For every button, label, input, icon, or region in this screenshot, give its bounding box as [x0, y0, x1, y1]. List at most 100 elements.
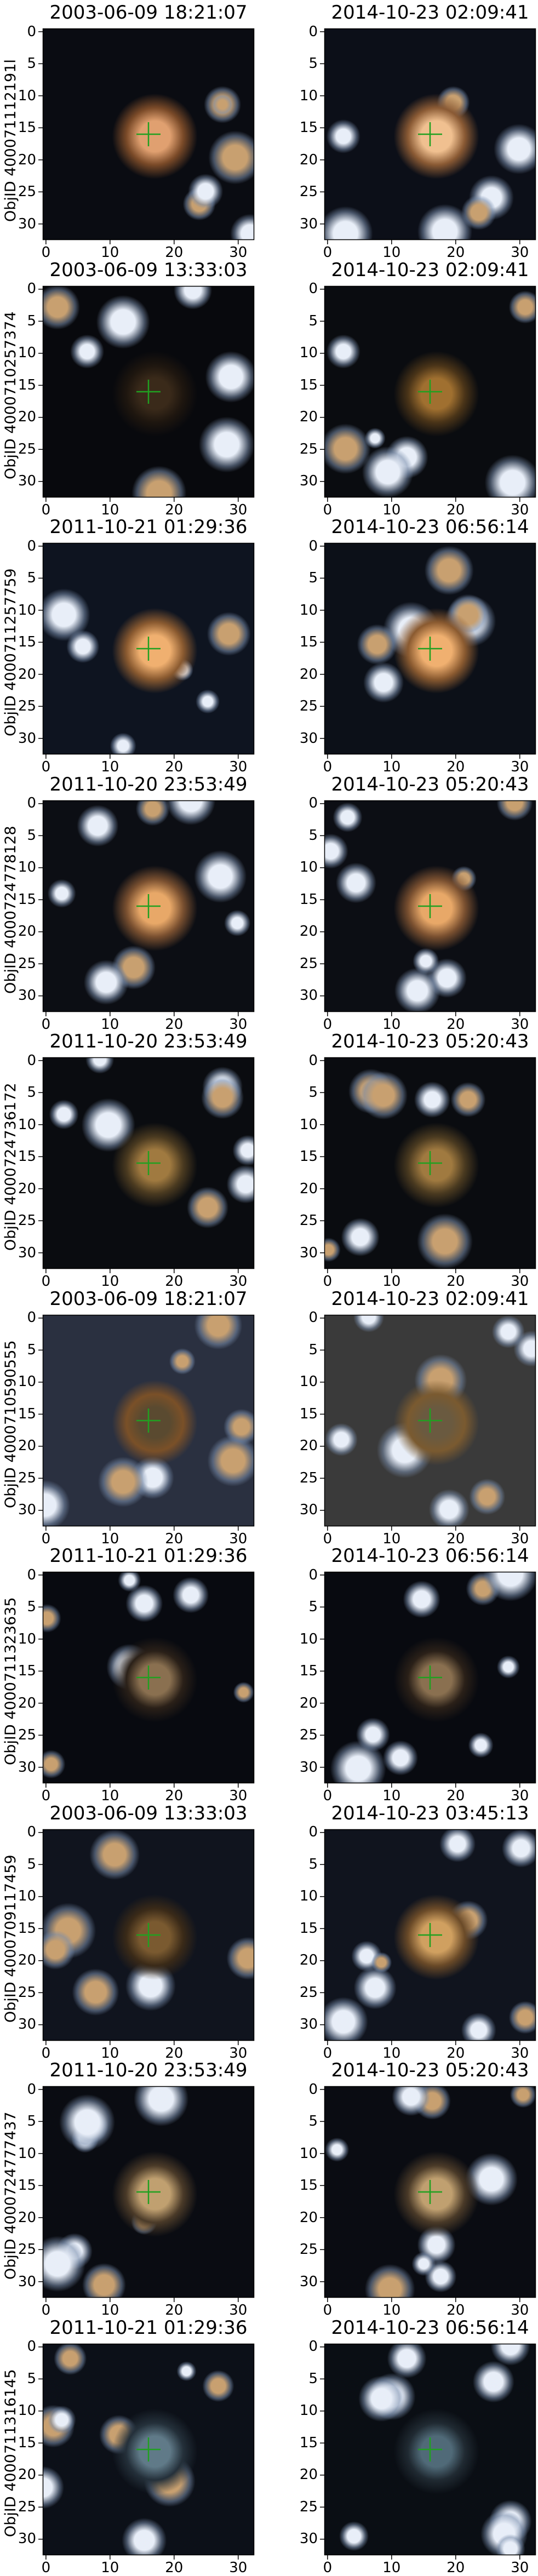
panel-title: 2014-10-23 05:20:43 [331, 773, 529, 795]
panel-frame [320, 28, 536, 244]
cutout-image [43, 1572, 254, 1783]
y-tick-label: 5 [308, 55, 318, 72]
x-tick-label: 20 [165, 1530, 184, 1547]
x-tick-label: 10 [101, 244, 119, 261]
y-tick-label: 10 [299, 1630, 318, 1647]
y-tick-label: 30 [18, 473, 36, 490]
y-tick-label: 25 [18, 440, 36, 457]
y-tick-label: 30 [18, 215, 36, 232]
x-tick-label: 0 [323, 2045, 333, 2062]
y-tick-label: 5 [308, 2370, 318, 2387]
y-tick-label: 30 [18, 2016, 36, 2033]
y-tick-label: 15 [299, 2434, 318, 2451]
axes-border [42, 800, 255, 1012]
axes-border [324, 542, 536, 755]
y-tick-label: 10 [18, 2145, 36, 2162]
y-tick-label: 30 [18, 2273, 36, 2290]
y-tick-label: 0 [27, 1052, 36, 1069]
x-tick-label: 0 [41, 1273, 51, 1290]
axes-border [324, 1571, 536, 1784]
y-tick-label: 30 [299, 730, 318, 747]
panel-frame [38, 1314, 255, 1531]
x-tick-label: 10 [382, 1016, 401, 1033]
panel-title: 2011-10-20 23:53:49 [49, 773, 248, 795]
y-tick-label: 0 [308, 2338, 318, 2355]
y-tick-label: 0 [308, 1052, 318, 1069]
x-tick-label: 0 [323, 1788, 333, 1804]
x-tick-label: 20 [165, 244, 184, 261]
y-tick-label: 10 [299, 1888, 318, 1905]
x-tick-label: 0 [41, 1530, 51, 1547]
y-tick-label: 0 [308, 23, 318, 40]
x-tick-label: 10 [101, 1530, 119, 1547]
axes-border [324, 285, 536, 497]
panel-title: 2014-10-23 02:09:41 [331, 1287, 529, 1310]
y-tick-label: 20 [18, 1952, 36, 1969]
x-tick-label: 10 [382, 244, 401, 261]
y-tick-label: 10 [299, 2145, 318, 2162]
x-tick-label: 30 [511, 759, 529, 775]
panel-title: 2014-10-23 05:20:43 [331, 1031, 529, 1052]
x-tick-label: 20 [165, 2302, 184, 2319]
x-tick-label: 30 [511, 1788, 529, 1804]
x-tick-label: 0 [323, 501, 333, 518]
x-tick-label: 0 [323, 1273, 333, 1290]
y-tick-label: 5 [308, 312, 318, 329]
axes-border [324, 28, 536, 241]
y-tick-label: 10 [299, 87, 318, 104]
y-tick-label: 30 [299, 473, 318, 490]
cutout-image [43, 1057, 254, 1269]
y-tick-label: 25 [18, 184, 36, 201]
y-tick-label: 15 [299, 891, 318, 908]
y-tick-label: 0 [308, 795, 318, 812]
y-tick-label: 20 [18, 151, 36, 168]
y-tick-label: 15 [18, 1920, 36, 1937]
panel-frame [320, 1314, 536, 1531]
y-tick-label: 15 [18, 1663, 36, 1680]
y-tick-label: 15 [18, 376, 36, 393]
y-tick-label: 0 [27, 2081, 36, 2098]
y-tick-label: 0 [27, 23, 36, 40]
y-tick-label: 5 [27, 827, 36, 844]
y-tick-label: 15 [18, 891, 36, 908]
y-tick-label: 30 [18, 1759, 36, 1776]
axes-border [324, 1829, 536, 2041]
y-tick-label: 30 [299, 1759, 318, 1776]
x-tick-label: 20 [447, 2302, 465, 2319]
y-tick-label: 25 [18, 1469, 36, 1486]
x-tick-label: 10 [101, 2045, 119, 2062]
y-tick-label: 30 [18, 730, 36, 747]
cutout-image [324, 2086, 536, 2298]
y-tick-label: 5 [27, 1341, 36, 1358]
y-tick-label: 20 [299, 1952, 318, 1969]
y-tick-label: 10 [18, 87, 36, 104]
x-tick-label: 20 [447, 501, 465, 518]
panel-frame [38, 2086, 255, 2302]
y-tick-label: 20 [299, 151, 318, 168]
panel-title: 2003-06-09 13:33:03 [49, 259, 248, 281]
y-tick-label: 0 [308, 281, 318, 297]
y-tick-label: 20 [18, 1695, 36, 1711]
y-tick-label: 25 [299, 184, 318, 201]
y-tick-label: 5 [308, 2113, 318, 2130]
x-tick-label: 10 [382, 759, 401, 775]
y-tick-label: 25 [18, 698, 36, 715]
x-tick-label: 0 [323, 759, 333, 775]
panel-title: 2014-10-23 06:56:14 [331, 2316, 529, 2339]
x-tick-label: 10 [101, 2302, 119, 2319]
y-tick-label: 25 [299, 698, 318, 715]
y-tick-label: 20 [299, 1180, 318, 1197]
y-tick-label: 0 [27, 1824, 36, 1841]
y-tick-label: 20 [299, 409, 318, 426]
y-tick-label: 25 [299, 1469, 318, 1486]
y-tick-label: 15 [18, 119, 36, 136]
x-tick-label: 20 [165, 2045, 184, 2062]
x-tick-label: 20 [165, 1016, 184, 1033]
y-tick-label: 0 [308, 1566, 318, 1583]
y-tick-label: 15 [299, 1405, 318, 1422]
panel-frame [320, 1571, 536, 1788]
x-tick-label: 30 [511, 1016, 529, 1033]
axes-border [324, 1057, 536, 1269]
y-tick-label: 15 [18, 634, 36, 651]
